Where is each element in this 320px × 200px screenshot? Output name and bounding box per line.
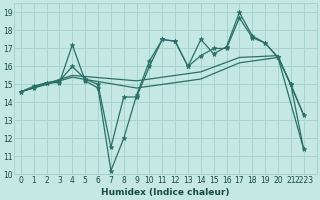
X-axis label: Humidex (Indice chaleur): Humidex (Indice chaleur) [101, 188, 230, 197]
